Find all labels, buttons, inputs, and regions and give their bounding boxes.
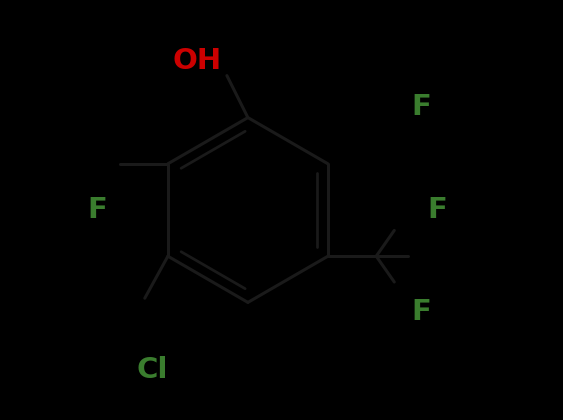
Text: F: F <box>87 196 108 224</box>
Text: F: F <box>412 298 432 326</box>
Text: Cl: Cl <box>137 357 168 384</box>
Text: F: F <box>412 93 432 121</box>
Text: F: F <box>428 196 448 224</box>
Text: OH: OH <box>172 47 221 75</box>
